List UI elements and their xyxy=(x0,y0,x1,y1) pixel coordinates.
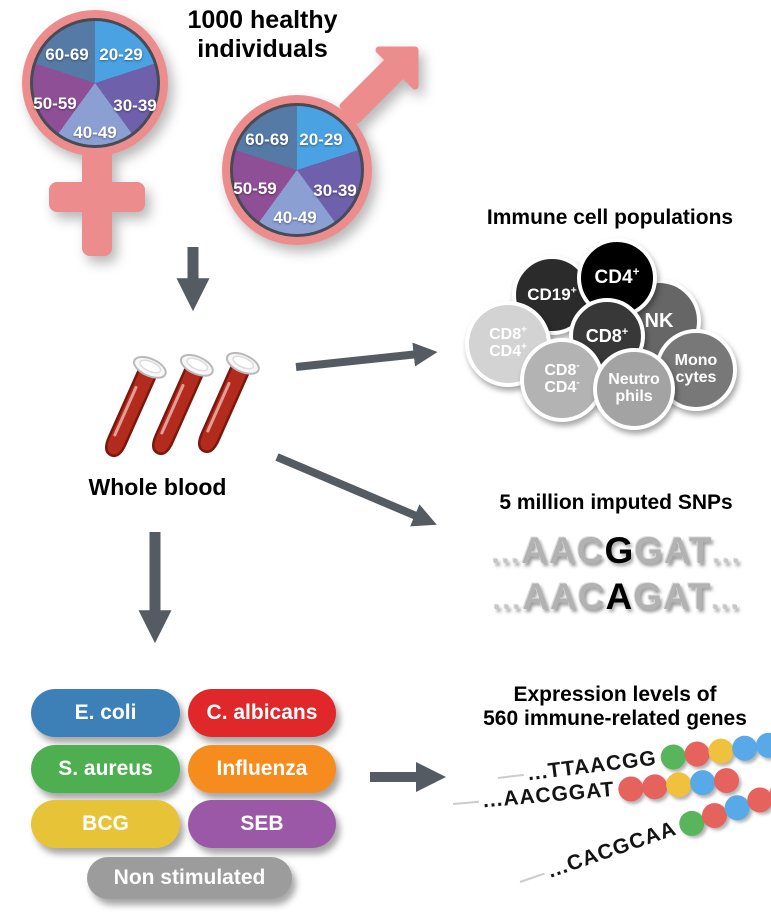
snp-suffix: GAT xyxy=(633,576,712,617)
expression-title: Expression levels of 560 immune-related … xyxy=(450,683,771,731)
pie-slice-label-60-69: 60-69 xyxy=(45,45,89,64)
test-tube-icon xyxy=(181,332,272,465)
cell-label: CD4- xyxy=(544,377,580,396)
cell-label: phils xyxy=(615,388,653,405)
cohort-title-line2: individuals xyxy=(197,34,328,63)
pie-slice-label-30-39: 30-39 xyxy=(313,181,357,200)
pie-slice-label-50-59: 50-59 xyxy=(33,94,77,113)
cell-label: CD19+ xyxy=(527,284,577,305)
expression-title-line2: 560 immune-related genes xyxy=(483,707,747,731)
arrow-blood-to-cells-icon xyxy=(295,342,438,371)
pie-slice-label-40-49: 40-49 xyxy=(73,123,117,142)
snp-suffix: GAT xyxy=(634,530,713,571)
stimulus-pill-seb: SEB xyxy=(188,800,336,848)
expression-title-line1: Expression levels of xyxy=(513,683,717,706)
cell-label: Neutro xyxy=(608,371,660,389)
expression-dot-yellow xyxy=(706,736,735,765)
snp-dots: ... xyxy=(493,584,523,615)
snp-dots: ... xyxy=(492,538,522,569)
expression-dot-red xyxy=(617,774,645,802)
pie-slice-label-50-59: 50-59 xyxy=(233,179,277,198)
expression-dot-green xyxy=(659,742,687,771)
female-symbol: 60-69 20-29 50-59 30-39 40-49 xyxy=(22,10,172,260)
snp-variant-allele: A xyxy=(605,576,634,617)
stimulus-pill-influenza: Influenza xyxy=(188,745,336,793)
pie-slice-label-30-39: 30-39 xyxy=(113,96,157,115)
test-tube-icon xyxy=(135,334,226,467)
cohort-title-line1: 1000 healthy xyxy=(187,6,338,34)
cell-circle-cd8neg-cd4neg: CD8- CD4- xyxy=(520,338,604,422)
expression-dot-yellow xyxy=(665,770,693,798)
whole-blood-label: Whole blood xyxy=(88,474,227,500)
stimulus-pill-saureus: S. aureus xyxy=(31,745,180,793)
male-symbol: 60-69 20-29 50-59 30-39 40-49 xyxy=(222,46,422,265)
expression-dot-red xyxy=(682,739,711,768)
stimulus-pill-bcg: BCG xyxy=(31,800,180,848)
snp-prefix: AAC xyxy=(521,530,605,571)
arrow-blood-to-snps-icon xyxy=(275,453,437,527)
expression-dot-red xyxy=(641,772,669,800)
expression-dot-blue xyxy=(730,733,759,762)
female-age-pie: 60-69 20-29 50-59 30-39 40-49 xyxy=(30,18,160,148)
snp-variant-allele: G xyxy=(604,530,635,571)
snps-title: 5 million imputed SNPs xyxy=(499,491,733,514)
pie-slice-label-20-29: 20-29 xyxy=(99,45,143,64)
strand-sequence: ...CACGCAA xyxy=(544,816,680,883)
pie-slice-label-20-29: 20-29 xyxy=(299,130,343,149)
cell-label: CD4+ xyxy=(489,341,527,360)
stimulus-pill-calbicans: C. albicans xyxy=(188,689,336,737)
snp-sequence-alt: ...AACAGAT... xyxy=(452,576,771,618)
expression-dot-blue xyxy=(689,768,717,796)
cell-label: cytes xyxy=(675,369,717,386)
male-symbol-arrow xyxy=(339,46,419,124)
male-age-pie: 60-69 20-29 50-59 30-39 40-49 xyxy=(230,103,364,237)
female-symbol-crossbar xyxy=(49,182,145,212)
cell-label: CD8- xyxy=(544,360,580,380)
pie-slice-label-60-69: 60-69 xyxy=(245,130,289,149)
cell-label: NK xyxy=(644,309,674,332)
stimulus-pill-nonstimulated: Non stimulated xyxy=(87,857,292,899)
stimulus-pill-ecoli: E. coli xyxy=(31,689,180,737)
expression-dot-red xyxy=(713,766,741,794)
strand-line-icon xyxy=(519,872,545,883)
cell-label: CD8+ xyxy=(585,325,629,346)
cell-label: CD8+ xyxy=(489,324,527,344)
snp-sequence-ref: ...AACGGAT... xyxy=(452,530,771,572)
strand-line-icon xyxy=(497,773,524,779)
test-tube-icon xyxy=(88,336,179,469)
immune-cells-title: Immune cell populations xyxy=(486,206,734,229)
cell-label: CD4+ xyxy=(594,265,640,289)
snp-dots: ... xyxy=(712,538,742,569)
cell-label: Mono xyxy=(674,352,718,370)
snp-dots: ... xyxy=(711,584,741,615)
expression-dot-blue xyxy=(754,730,771,759)
strand-line-icon xyxy=(452,800,479,805)
pie-slice-label-40-49: 40-49 xyxy=(273,208,317,227)
snp-prefix: AAC xyxy=(522,576,606,617)
cell-circle-neutrophils: Neutro phils xyxy=(593,348,675,430)
cohort-title: 1000 healthy individuals xyxy=(175,6,350,64)
